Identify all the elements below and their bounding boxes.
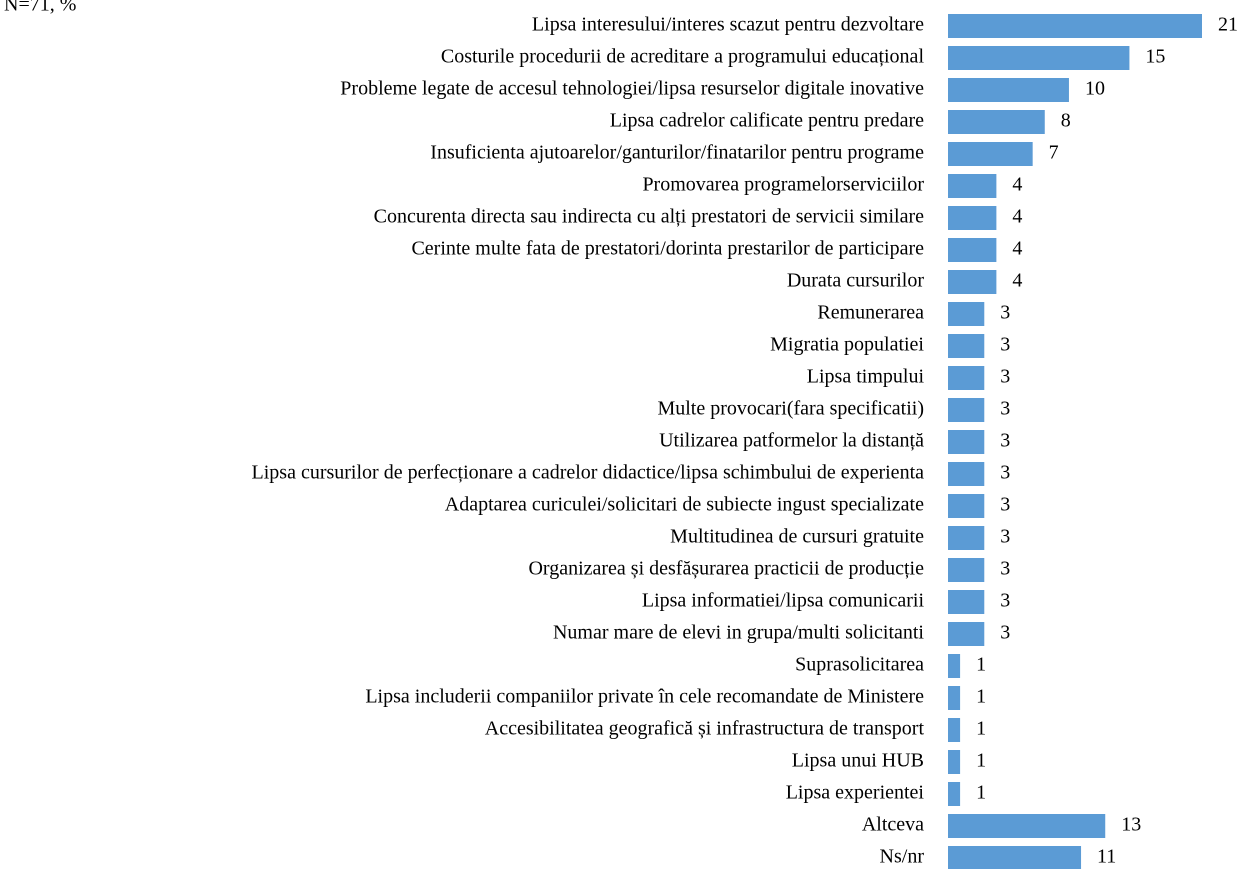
bar (948, 14, 1202, 38)
value-label: 3 (1000, 590, 1010, 612)
bar (948, 846, 1082, 869)
value-label: 11 (1097, 846, 1116, 868)
category-label: Costurile procedurii de acreditare a pro… (441, 46, 925, 68)
category-label: Lipsa unui HUB (792, 750, 924, 772)
value-label: 10 (1085, 78, 1105, 100)
bar (948, 398, 985, 422)
value-label: 1 (976, 750, 986, 772)
value-label: 15 (1145, 46, 1165, 68)
category-label: Suprasolicitarea (795, 654, 924, 676)
category-label: Remunerarea (817, 302, 924, 324)
value-label: 3 (1000, 462, 1010, 484)
category-label: Lipsa includerii companiilor private în … (365, 686, 924, 708)
category-label: Durata cursurilor (787, 270, 925, 292)
value-label: 4 (1012, 206, 1022, 228)
bar (948, 686, 961, 710)
category-label: Lipsa timpului (807, 366, 925, 388)
category-label: Numar mare de elevi in grupa/multi solic… (553, 622, 924, 644)
value-label: 3 (1000, 430, 1010, 452)
category-label: Migratia populatiei (770, 334, 924, 356)
bar (948, 78, 1069, 102)
category-label: Cerinte multe fata de prestatori/dorinta… (411, 238, 924, 260)
category-label: Multitudinea de cursuri gratuite (670, 526, 924, 548)
bar (948, 782, 961, 806)
category-label: Lipsa informatiei/lipsa comunicarii (642, 590, 925, 612)
value-label: 7 (1049, 142, 1059, 164)
bar (948, 238, 997, 262)
bar (948, 590, 985, 614)
value-label: 1 (976, 654, 986, 676)
category-label: Concurenta directa sau indirecta cu alți… (374, 206, 924, 228)
category-label: Ns/nr (880, 846, 925, 868)
value-label: 3 (1000, 622, 1010, 644)
value-label: 3 (1000, 494, 1010, 516)
category-label: Adaptarea curiculei/solicitari de subiec… (445, 494, 924, 516)
bar (948, 334, 985, 358)
value-label: 1 (976, 782, 986, 804)
category-label: Probleme legate de accesul tehnologiei/l… (340, 78, 924, 100)
category-label: Utilizarea patformelor la distanță (659, 430, 924, 452)
value-label: 21 (1218, 14, 1238, 36)
bar (948, 654, 961, 678)
value-label: 1 (976, 718, 986, 740)
category-label: Lipsa experientei (786, 782, 925, 804)
value-label: 3 (1000, 366, 1010, 388)
bar (948, 366, 985, 390)
value-label: 3 (1000, 558, 1010, 580)
bar (948, 174, 997, 198)
category-label: Altceva (862, 814, 924, 836)
value-label: 4 (1012, 238, 1022, 260)
bar (948, 718, 961, 742)
bar (948, 494, 985, 518)
bar (948, 526, 985, 550)
bar (948, 750, 961, 774)
bar (948, 622, 985, 646)
category-label: Lipsa cursurilor de perfecționare a cadr… (252, 462, 925, 484)
value-label: 1 (976, 686, 986, 708)
bar (948, 558, 985, 582)
bar (948, 270, 997, 294)
bar (948, 430, 985, 454)
value-label: 8 (1061, 110, 1071, 132)
value-label: 13 (1121, 814, 1141, 836)
value-label: 4 (1012, 270, 1022, 292)
chart-subtitle: N=71, % (4, 0, 76, 16)
value-label: 3 (1000, 302, 1010, 324)
value-label: 4 (1012, 174, 1022, 196)
category-label: Insuficienta ajutoarelor/ganturilor/fina… (430, 142, 924, 164)
bar (948, 142, 1033, 166)
category-label: Multe provocari(fara specificatii) (657, 398, 924, 420)
bar (948, 462, 985, 486)
bar (948, 46, 1130, 70)
bar (948, 206, 997, 230)
value-label: 3 (1000, 334, 1010, 356)
category-label: Promovarea programelorserviciilor (642, 174, 924, 196)
value-label: 3 (1000, 526, 1010, 548)
category-label: Lipsa interesului/interes scazut pentru … (532, 14, 924, 36)
category-label: Lipsa cadrelor calificate pentru predare (610, 110, 924, 132)
value-label: 3 (1000, 398, 1010, 420)
bar (948, 814, 1106, 838)
bar (948, 110, 1045, 134)
category-label: Organizarea și desfășurarea practicii de… (528, 558, 924, 580)
bar (948, 302, 985, 326)
category-label: Accesibilitatea geografică și infrastruc… (485, 718, 925, 740)
